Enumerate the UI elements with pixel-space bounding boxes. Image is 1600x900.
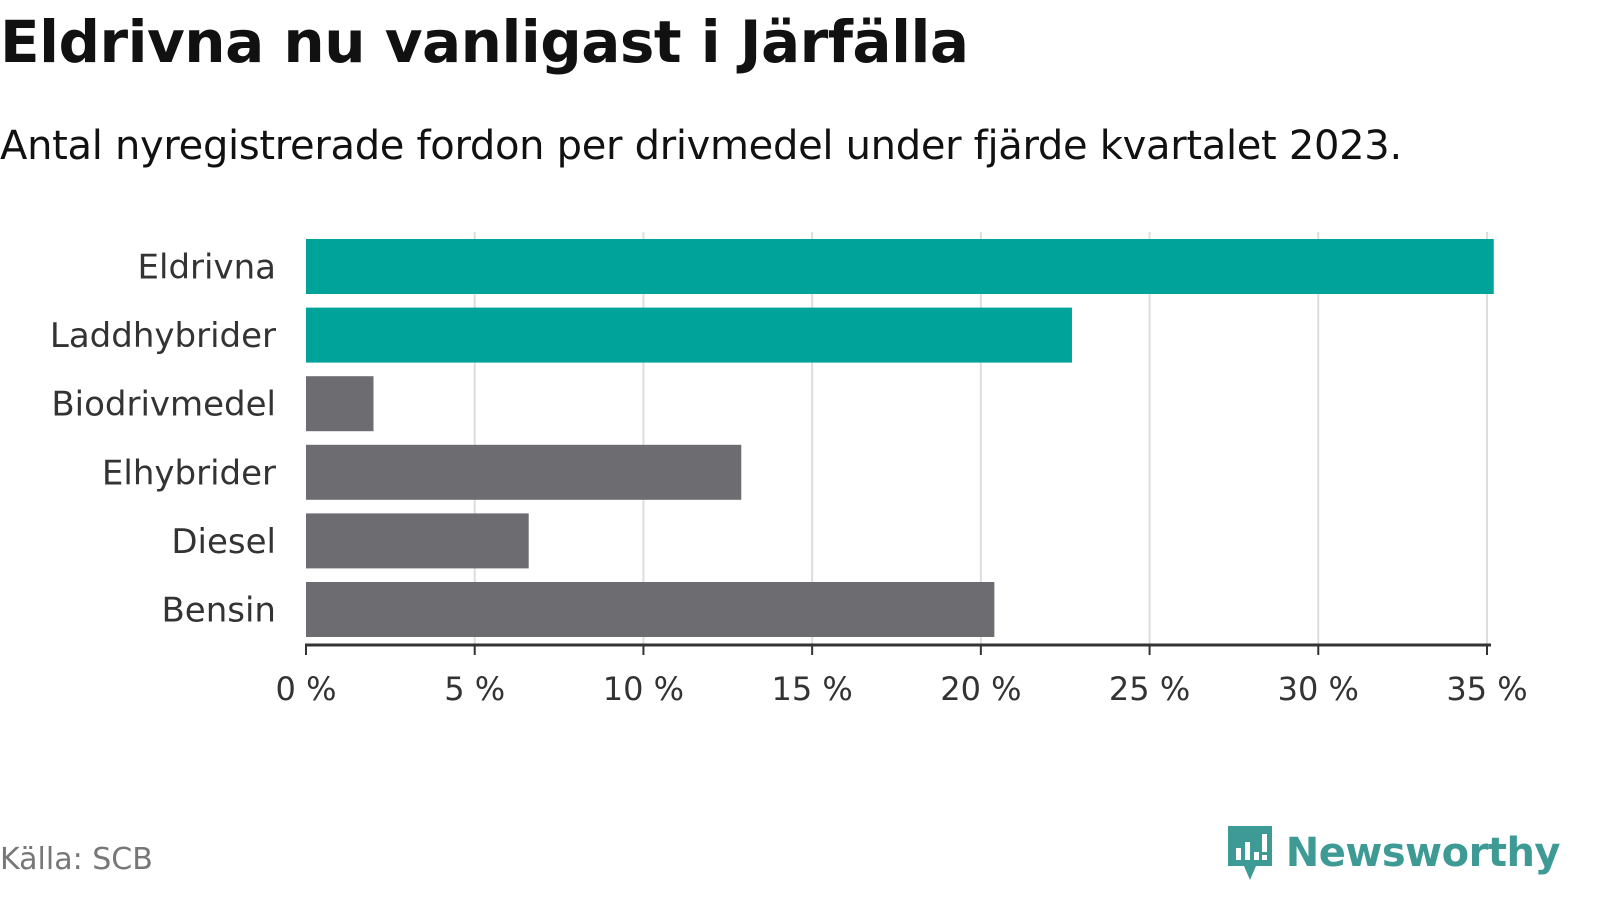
category-label: Eldrivna xyxy=(138,248,276,288)
category-labels: Eldrivna Laddhybrider Biodrivmedel Elhybrid… xyxy=(50,248,276,631)
brand-name: Newsworthy xyxy=(1285,830,1561,876)
x-axis: 0 % 5 % 10 % 15 % 20 % 25 % 30 % 35 % xyxy=(276,643,1528,708)
x-tick-label: 25 % xyxy=(1109,670,1190,708)
bar-eldrivna xyxy=(306,239,1494,294)
brand-logo[interactable]: Newsworthy xyxy=(1224,822,1561,884)
category-label: Elhybrider xyxy=(102,453,276,493)
x-tick-label: 5 % xyxy=(444,670,505,708)
chart-subtitle: Antal nyregistrerade fordon per drivmede… xyxy=(0,123,1402,169)
x-tick-label: 30 % xyxy=(1278,670,1359,708)
x-tick-label: 0 % xyxy=(276,670,337,708)
category-label: Bensin xyxy=(161,591,276,631)
bar-bensin xyxy=(306,582,995,637)
gridlines xyxy=(473,232,1488,645)
bar-diesel xyxy=(306,513,529,569)
category-label: Diesel xyxy=(171,522,276,562)
x-tick-label: 20 % xyxy=(940,670,1021,708)
newsworthy-logo-icon xyxy=(1227,826,1272,880)
x-tick-label: 15 % xyxy=(771,670,852,708)
bar-biodrivmedel xyxy=(306,376,374,432)
category-label: Biodrivmedel xyxy=(51,385,276,425)
bar-elhybrider xyxy=(306,444,742,500)
category-label: Laddhybrider xyxy=(50,316,276,356)
source-note: Källa: SCB xyxy=(0,842,153,877)
x-tick-label: 10 % xyxy=(603,670,684,708)
bars xyxy=(306,239,1494,637)
chart-title: Eldrivna nu vanligast i Järfälla xyxy=(0,8,969,76)
bar-laddhybrider xyxy=(306,307,1072,363)
x-tick-label: 35 % xyxy=(1446,670,1527,708)
